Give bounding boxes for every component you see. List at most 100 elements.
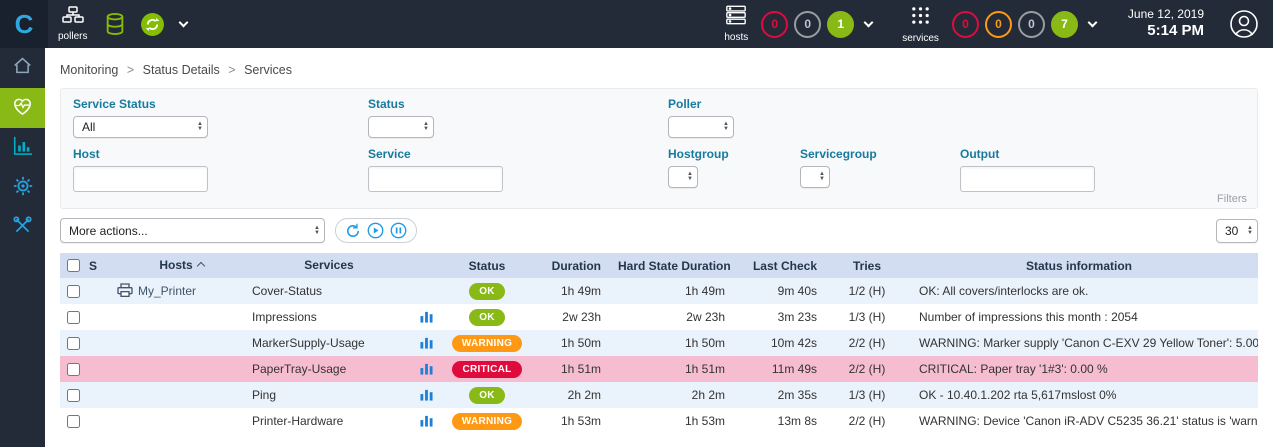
- column-header-services[interactable]: Services: [304, 258, 354, 272]
- hosts-menu[interactable]: hosts: [724, 5, 748, 43]
- tries-cell: 2/2 (H): [848, 336, 886, 350]
- hostgroup-select[interactable]: ▲ ▼: [668, 166, 698, 188]
- graph-icon[interactable]: [419, 311, 433, 323]
- table-body: My_Printer Cover-Status OK 1h 49m 1h 49m…: [60, 278, 1258, 434]
- services-warning-badge[interactable]: 0: [984, 10, 1012, 38]
- pollers-label: pollers: [58, 31, 88, 42]
- gear-icon: [12, 175, 34, 202]
- column-header-s[interactable]: S: [89, 258, 98, 273]
- poller-select[interactable]: ▲ ▼: [668, 116, 734, 138]
- service-link[interactable]: Cover-Status: [252, 284, 323, 298]
- output-input[interactable]: [960, 166, 1095, 192]
- hostgroup-label: Hostgroup: [668, 147, 729, 161]
- breadcrumb-monitoring[interactable]: Monitoring: [60, 63, 119, 77]
- services-pending-badge[interactable]: 0: [1017, 10, 1045, 38]
- hard-state-duration-cell: 1h 50m: [684, 336, 725, 350]
- breadcrumb-separator: >: [228, 63, 236, 77]
- service-status-value: All: [82, 120, 96, 134]
- status-select[interactable]: ▲ ▼: [368, 116, 434, 138]
- servicegroup-select[interactable]: ▲ ▼: [800, 166, 830, 188]
- filters-panel-label: Filters: [1217, 193, 1247, 205]
- sidebar-item-reports[interactable]: [0, 128, 45, 168]
- services-ok-badge[interactable]: 7: [1050, 10, 1078, 38]
- service-label: Service: [368, 147, 411, 161]
- status-information-cell: WARNING: Marker supply 'Canon C-EXV 29 Y…: [919, 336, 1258, 350]
- column-header-last-check[interactable]: Last Check: [752, 258, 817, 273]
- hosts-pending-badge[interactable]: 0: [794, 10, 822, 38]
- last-check-cell: 3m 23s: [777, 310, 817, 324]
- bar-chart-icon: [12, 136, 33, 160]
- centreon-logo[interactable]: C: [0, 0, 48, 48]
- tries-cell: 2/2 (H): [848, 362, 886, 376]
- page-size-value: 30: [1225, 223, 1239, 238]
- service-status-select[interactable]: All ▲ ▼: [73, 116, 208, 138]
- service-link[interactable]: MarkerSupply-Usage: [252, 336, 365, 350]
- row-checkbox[interactable]: [66, 310, 80, 324]
- graph-icon[interactable]: [419, 337, 433, 349]
- top-header: C pollers: [0, 0, 1273, 48]
- last-check-cell: 9m 40s: [777, 284, 817, 298]
- services-critical-badge[interactable]: 0: [951, 10, 979, 38]
- graph-icon[interactable]: [419, 363, 433, 375]
- service-link[interactable]: PaperTray-Usage: [252, 362, 347, 376]
- select-stepper-icon: ▲ ▼: [819, 171, 825, 182]
- chevron-down-icon[interactable]: [1087, 17, 1098, 27]
- crossed-tools-icon: [12, 215, 33, 241]
- refresh-button[interactable]: [345, 223, 361, 239]
- sidebar-item-home[interactable]: [0, 48, 45, 88]
- row-checkbox[interactable]: [66, 362, 80, 376]
- column-header-status[interactable]: Status: [468, 258, 506, 273]
- user-profile-button[interactable]: [1229, 9, 1259, 39]
- refresh-controls: [335, 218, 417, 243]
- graph-icon[interactable]: [419, 415, 433, 427]
- sidebar-item-configuration[interactable]: [0, 168, 45, 208]
- pollers-icon: [61, 6, 84, 29]
- hosts-up-badge[interactable]: 1: [827, 10, 855, 38]
- status-information-cell: OK: All covers/interlocks are ok.: [919, 284, 1089, 298]
- tries-cell: 2/2 (H): [848, 414, 886, 428]
- select-all-checkbox[interactable]: [66, 259, 80, 272]
- column-header-duration[interactable]: Duration: [551, 258, 601, 273]
- column-header-tries[interactable]: Tries: [852, 258, 882, 273]
- service-link[interactable]: Ping: [252, 388, 277, 402]
- sidebar-item-monitoring[interactable]: [0, 88, 45, 128]
- hosts-critical-badge[interactable]: 0: [761, 10, 789, 38]
- duration-cell: 1h 51m: [560, 362, 601, 376]
- host-link[interactable]: My_Printer: [138, 284, 197, 298]
- service-input[interactable]: [368, 166, 503, 192]
- pollers-menu[interactable]: pollers: [58, 6, 87, 42]
- column-header-status-information[interactable]: Status information: [1025, 258, 1132, 273]
- database-icon[interactable]: [104, 12, 126, 36]
- status-badge: CRITICAL: [452, 360, 522, 378]
- graph-icon[interactable]: [419, 389, 433, 401]
- more-actions-select[interactable]: More actions... ▲ ▼: [60, 218, 325, 243]
- services-menu[interactable]: services: [902, 5, 939, 44]
- service-link[interactable]: Impressions: [252, 310, 317, 324]
- breadcrumb-services[interactable]: Services: [244, 63, 292, 77]
- chevron-down-icon[interactable]: [179, 17, 189, 27]
- sync-icon[interactable]: [140, 12, 165, 37]
- chevron-down-icon[interactable]: [863, 17, 874, 27]
- breadcrumb-status-details[interactable]: Status Details: [142, 63, 220, 77]
- row-checkbox[interactable]: [66, 414, 80, 428]
- select-stepper-icon: ▲ ▼: [723, 121, 729, 132]
- sidebar: [0, 48, 45, 447]
- duration-cell: 1h 53m: [560, 414, 601, 428]
- row-checkbox[interactable]: [66, 388, 80, 402]
- table-row: MarkerSupply-Usage WARNING 1h 50m 1h 50m…: [60, 330, 1258, 356]
- play-button[interactable]: [367, 222, 384, 239]
- service-link[interactable]: Printer-Hardware: [252, 414, 344, 428]
- sidebar-item-administration[interactable]: [0, 208, 45, 248]
- more-actions-value: More actions...: [69, 223, 148, 238]
- column-header-hosts[interactable]: Hosts: [114, 253, 249, 278]
- row-checkbox[interactable]: [66, 336, 80, 350]
- actions-toolbar: More actions... ▲ ▼ 30: [60, 218, 1258, 243]
- host-input[interactable]: [73, 166, 208, 192]
- column-header-hard-state-duration[interactable]: Hard State Duration: [618, 258, 731, 273]
- row-checkbox[interactable]: [66, 284, 80, 298]
- pause-button[interactable]: [390, 222, 407, 239]
- page-size-select[interactable]: 30 ▲ ▼: [1216, 218, 1258, 243]
- filters-panel: Service Status All ▲ ▼ Status ▲ ▼ Poller: [60, 88, 1258, 209]
- breadcrumb-separator: >: [126, 63, 135, 77]
- status-badge: OK: [469, 282, 505, 300]
